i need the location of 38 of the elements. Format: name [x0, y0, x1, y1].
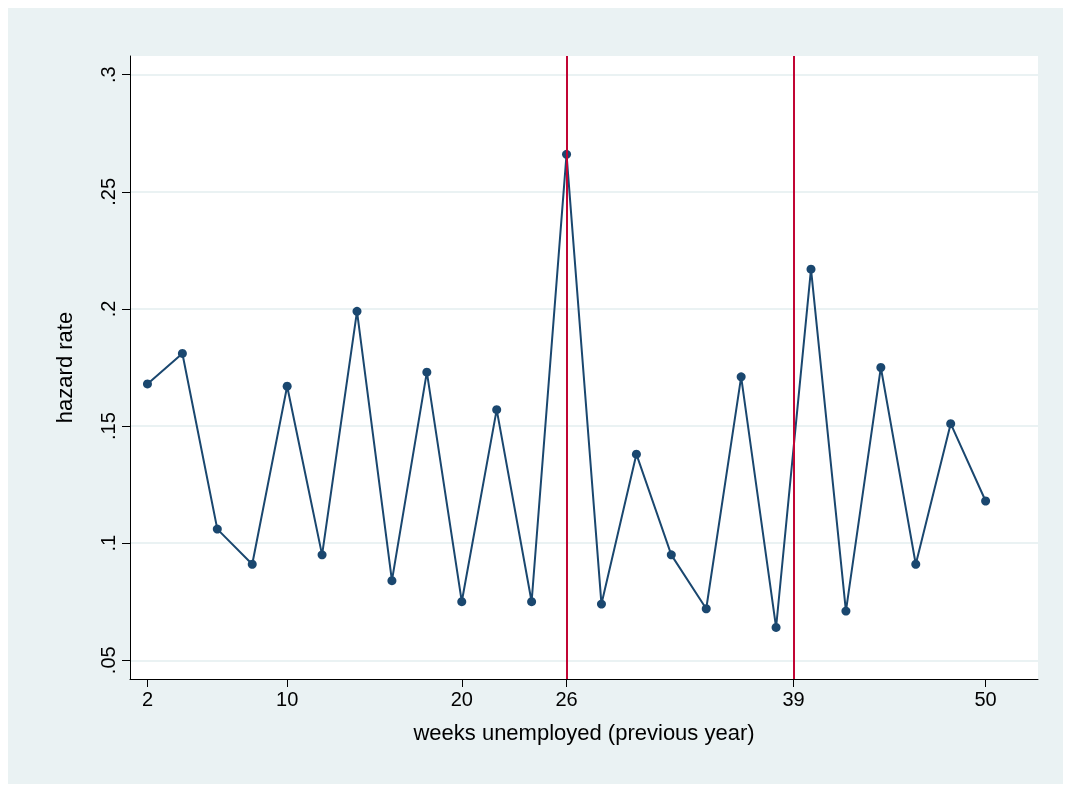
point — [387, 576, 397, 586]
point — [701, 604, 711, 614]
x-axis-title: weeks unemployed (previous year) — [412, 719, 755, 745]
x-tick-label: 50 — [974, 688, 997, 710]
point — [282, 381, 292, 391]
x-tick-label: 20 — [450, 688, 473, 710]
y-tick-label: .05 — [97, 646, 119, 675]
point — [631, 449, 641, 459]
point — [247, 559, 257, 569]
point — [177, 348, 187, 358]
point — [666, 550, 676, 560]
point — [457, 597, 467, 607]
y-tick-label: .1 — [97, 534, 119, 552]
y-tick-label: .2 — [97, 300, 119, 318]
point — [422, 367, 432, 377]
y-tick-label: .3 — [97, 66, 119, 84]
point — [876, 363, 886, 372]
y-axis-title: hazard rate — [51, 311, 77, 424]
point — [771, 622, 781, 632]
point — [527, 597, 537, 607]
y-tick-label: .15 — [97, 412, 119, 440]
point — [736, 372, 746, 382]
point — [492, 405, 502, 415]
point — [142, 379, 152, 389]
x-tick-label: 39 — [782, 688, 805, 710]
x-tick-label: 10 — [276, 688, 299, 710]
point — [212, 524, 222, 534]
x-tick-label: 26 — [555, 688, 578, 710]
point — [317, 550, 327, 560]
point — [596, 599, 606, 609]
x-tick-label: 2 — [141, 688, 154, 710]
point — [841, 606, 851, 616]
y-tick-label: .25 — [97, 177, 119, 206]
point — [806, 264, 816, 274]
point — [911, 559, 921, 569]
point — [981, 496, 991, 506]
point — [946, 419, 956, 429]
point — [352, 306, 362, 316]
